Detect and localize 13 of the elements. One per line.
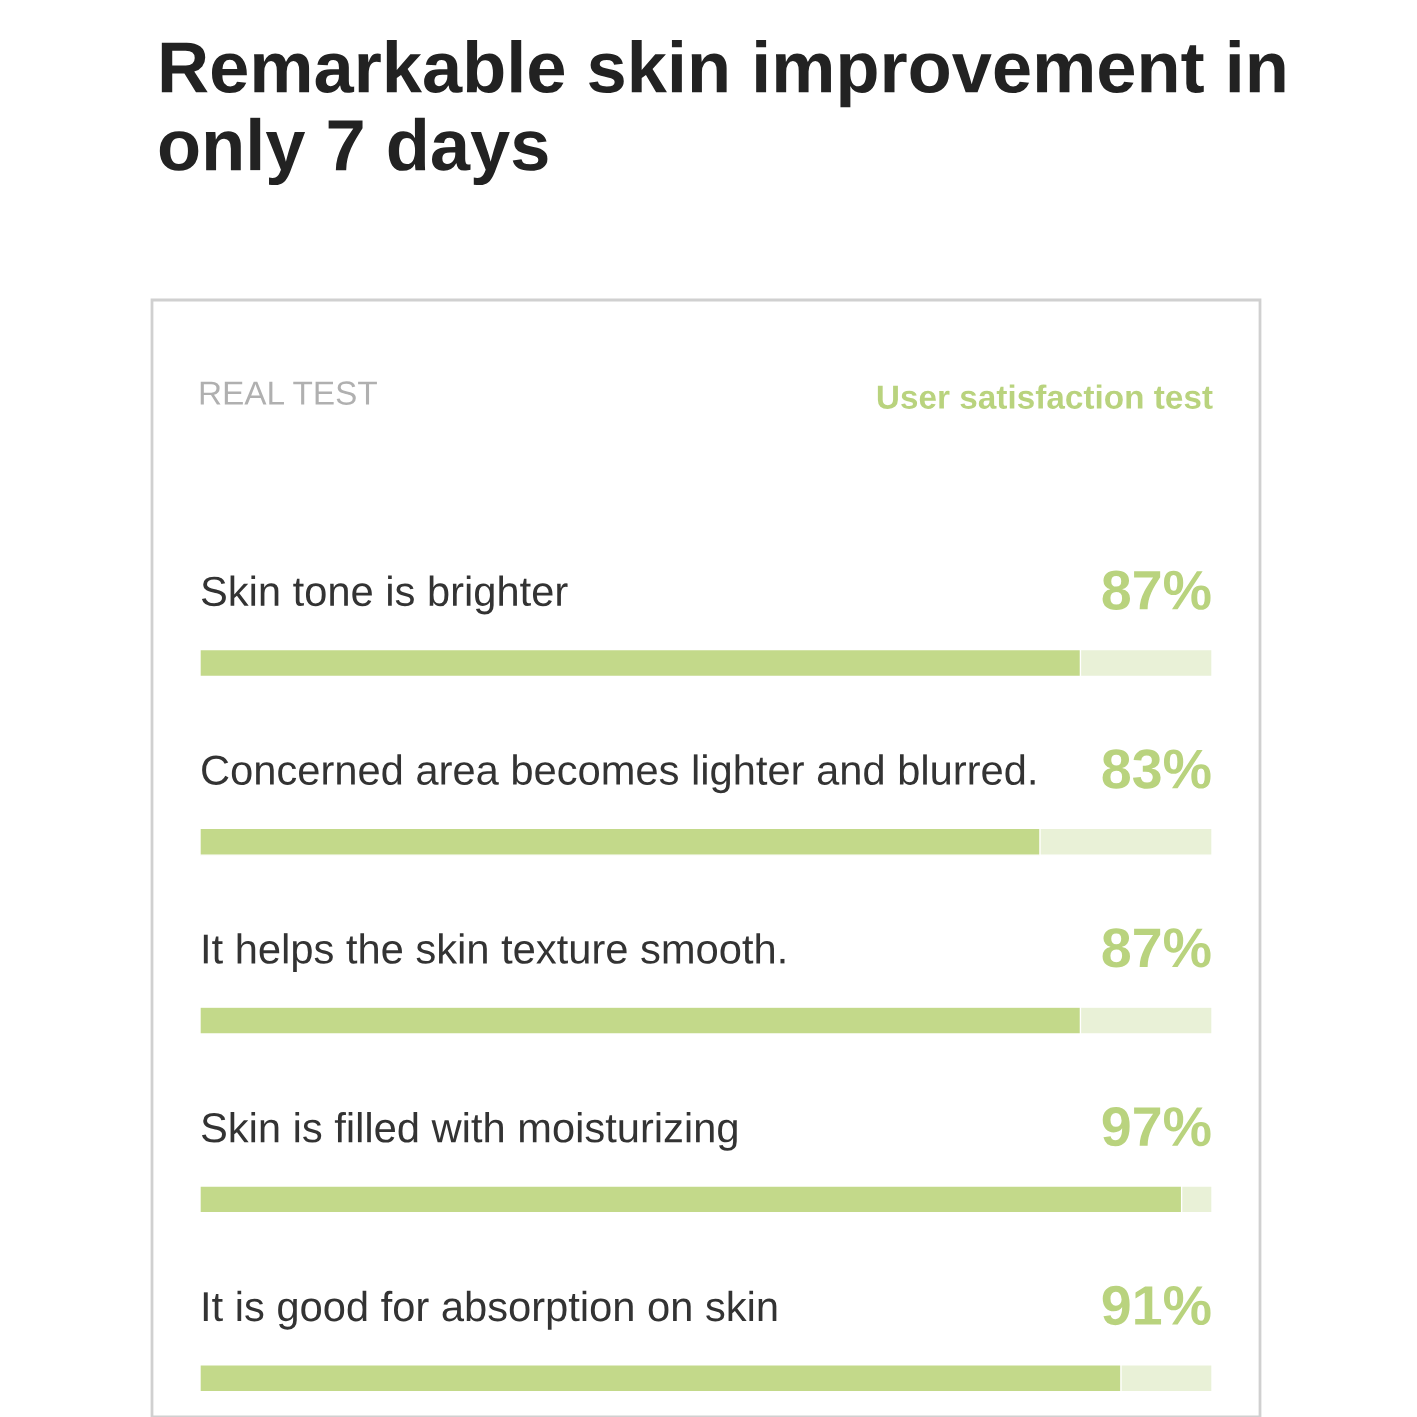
data-label: 87% xyxy=(1102,928,1211,968)
data-label: 87% xyxy=(1102,570,1211,610)
y-tick-label: Skin tone is brighter xyxy=(201,575,568,615)
y-tick-label: It helps the skin texture smooth. xyxy=(203,933,785,973)
text: REAL TEST xyxy=(200,381,377,405)
y-tick-label: Skin is filled with moisturizing xyxy=(201,1112,737,1151)
data-label: 91% xyxy=(1102,1285,1211,1326)
y-tick-label: It is good for absorption on skin xyxy=(203,1290,777,1330)
text: User satisfaction test xyxy=(877,384,1213,409)
data-label: 97% xyxy=(1102,1106,1211,1147)
data-label: 83% xyxy=(1102,749,1211,789)
chart-title: Remarkable skin improvement in only 7 days xyxy=(159,40,1285,186)
y-tick-label: Concerned area becomes lighter and blurred. xyxy=(202,754,1035,794)
